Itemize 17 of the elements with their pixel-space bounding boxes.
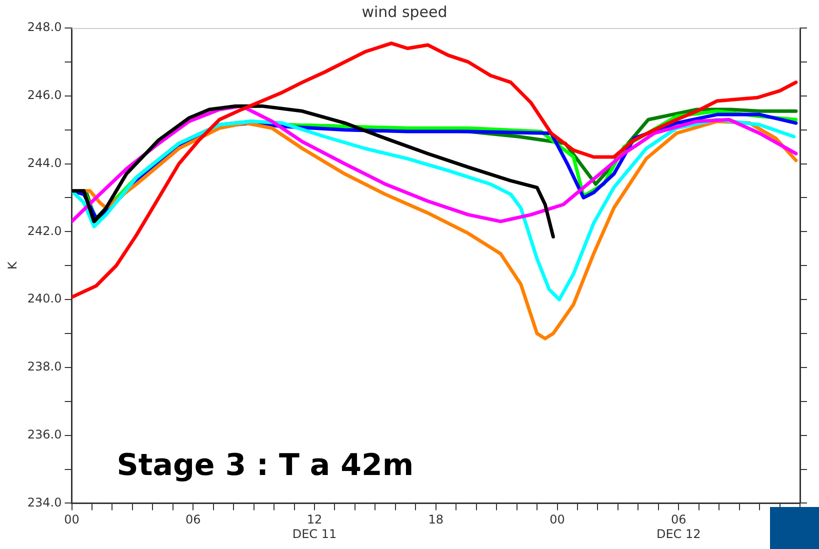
- annotation: Stage 3 : T a 42m: [116, 448, 414, 484]
- y-tick-label: 236.0: [27, 427, 62, 442]
- chart-title: wind speed: [362, 2, 448, 21]
- y-tick-label: 246.0: [27, 88, 62, 102]
- x-tick-label: 18: [428, 512, 444, 527]
- y-tick-label: 248.0: [27, 20, 62, 34]
- y-axis-title: K: [5, 260, 20, 270]
- x-tick-label: 06: [185, 512, 201, 527]
- x-tick-label: 00: [550, 512, 565, 527]
- y-tick-label: 240.0: [27, 292, 62, 306]
- y-tick-label: 244.0: [27, 156, 62, 170]
- y-tick-label: 242.0: [27, 224, 62, 238]
- x-tick-label: 06 DEC 12: [656, 512, 701, 541]
- y-tick-label: 238.0: [27, 360, 62, 374]
- y-tick-label: 234.0: [27, 495, 62, 510]
- x-tick-label: 12 DEC 11: [292, 512, 337, 541]
- x-tick-label: 00: [64, 512, 80, 527]
